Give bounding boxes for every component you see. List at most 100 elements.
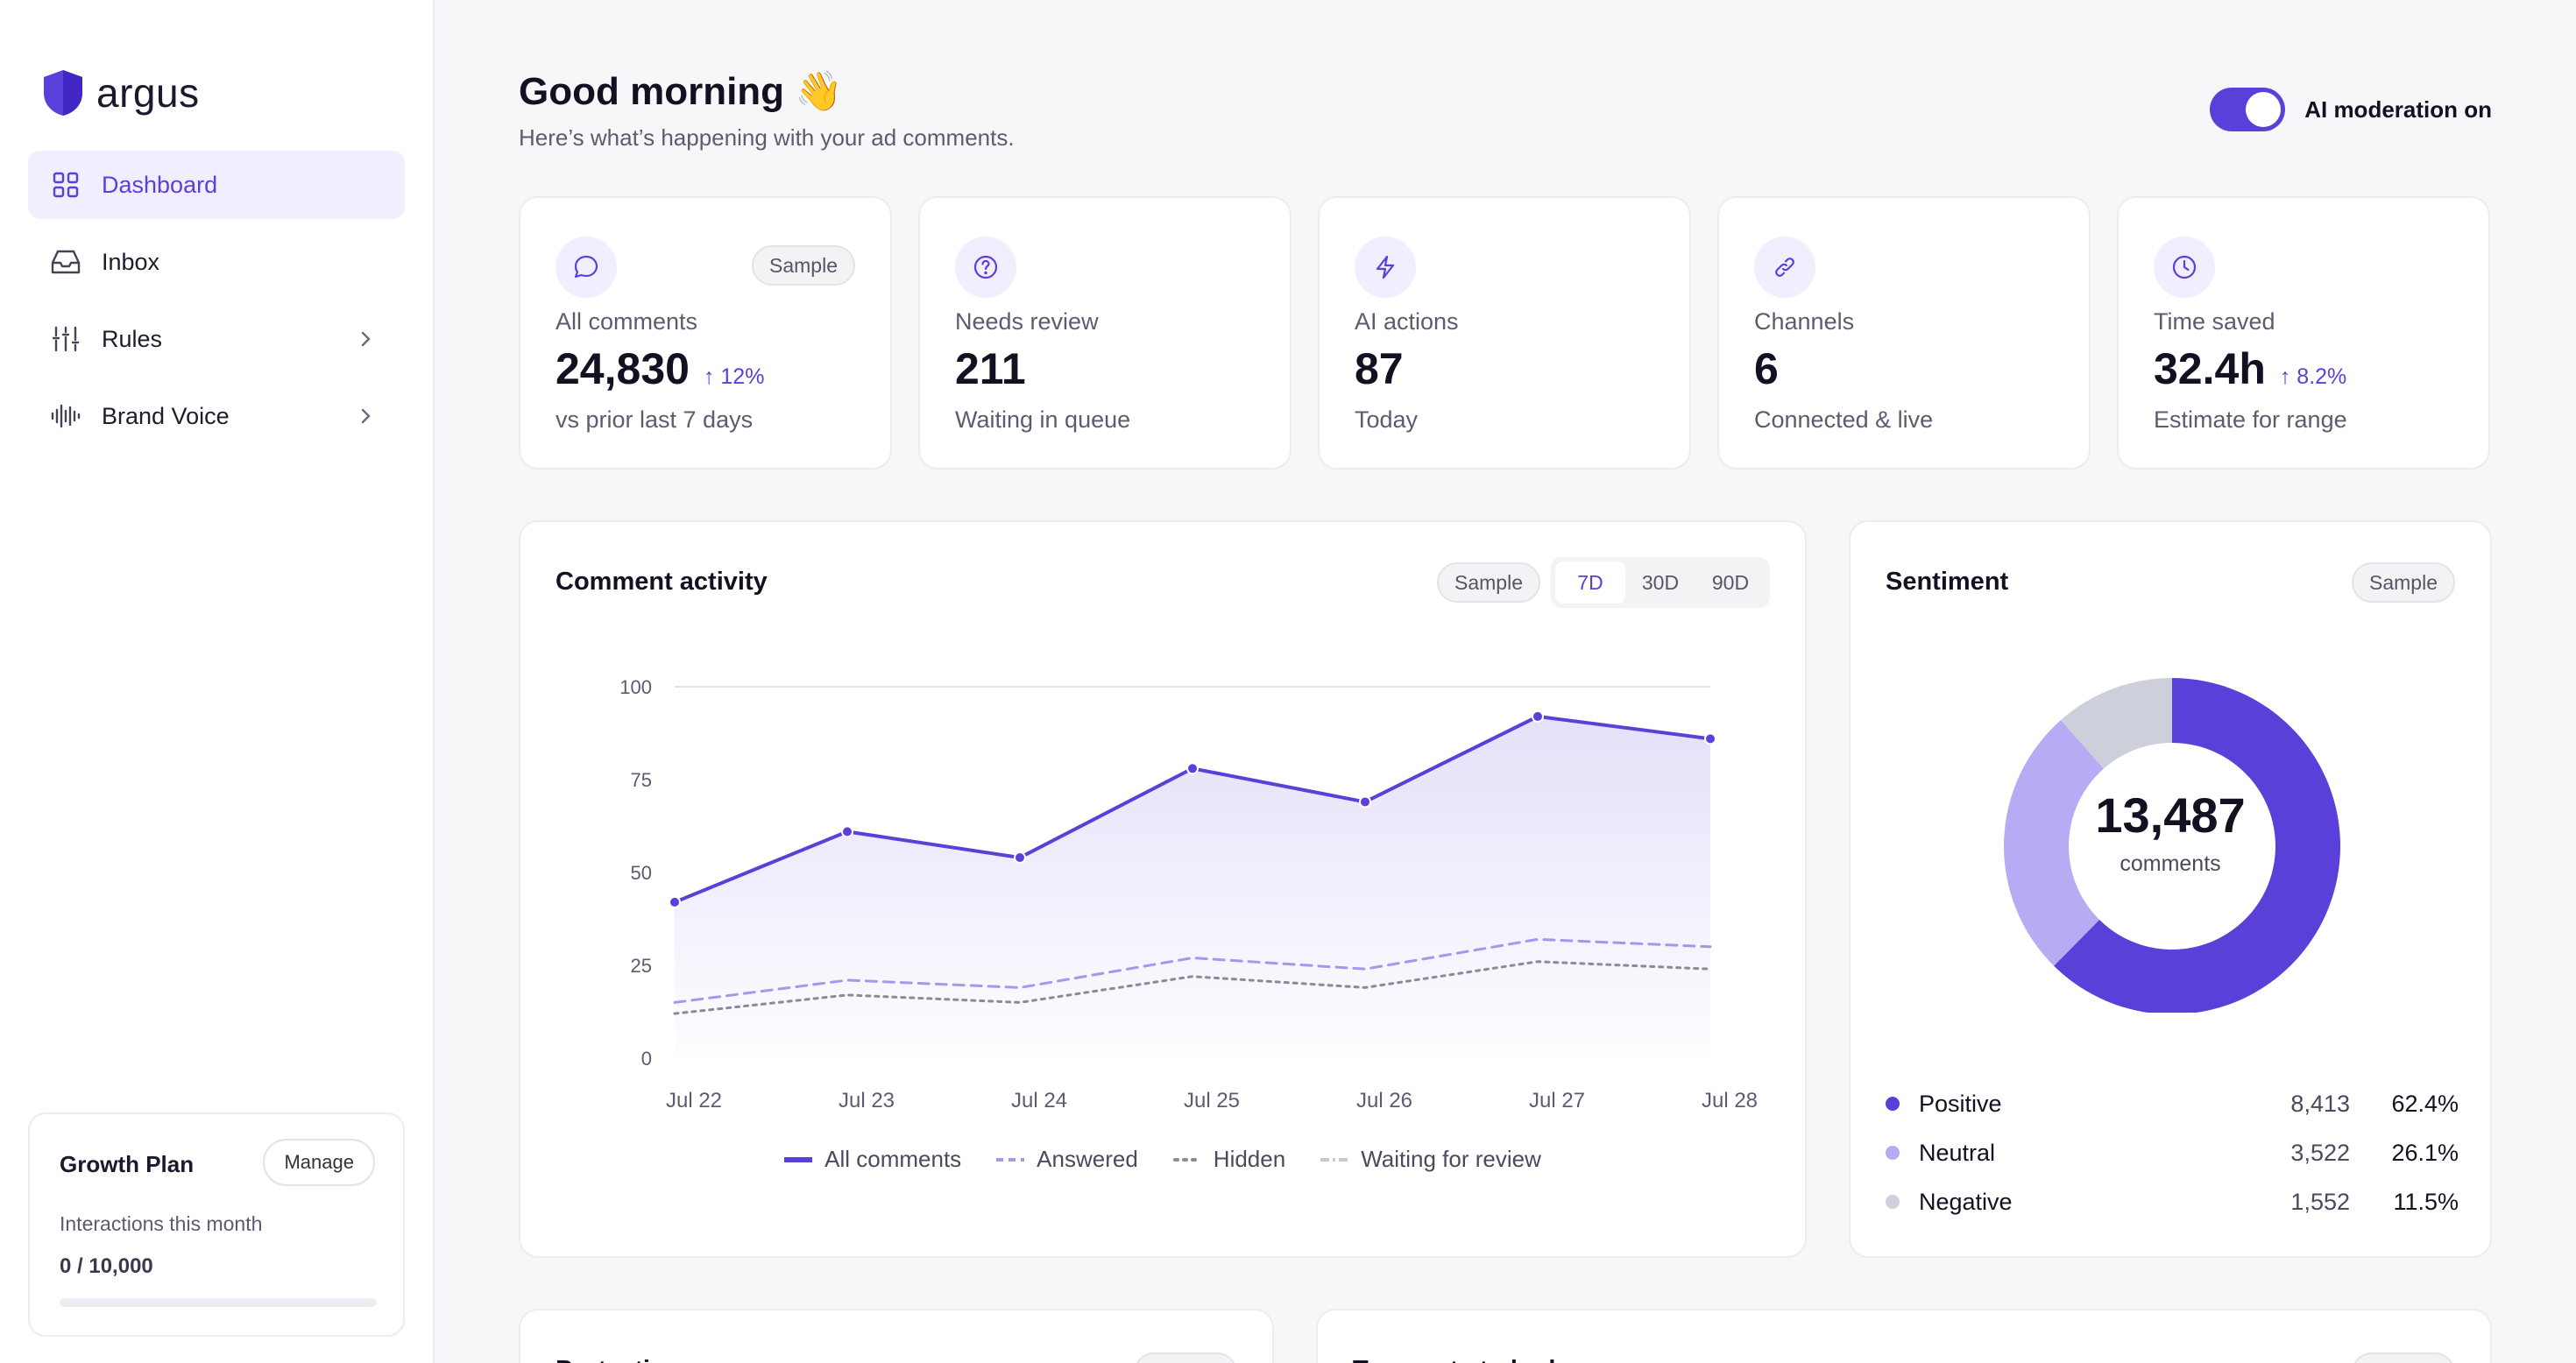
comment-activity-card: 0 25 50 75 100 Jul 22 Jul 23 Jul 24 Jul 25 Jul 26… (519, 520, 1807, 1258)
card-title: Protection (556, 1356, 681, 1363)
stat-value: 24,830 ↑ 12% (556, 343, 764, 394)
sidebar-item-label: Brand Voice (102, 402, 230, 429)
shield-logo-icon (44, 70, 82, 116)
sidebar-item-inbox[interactable]: Inbox (28, 228, 405, 296)
legend-dot (1886, 1097, 1900, 1111)
brand-name: argus (96, 70, 200, 116)
grid-icon (51, 170, 81, 200)
legend-swatch (1320, 1157, 1349, 1162)
data-point (669, 895, 681, 908)
stat-label: Needs review (955, 308, 1099, 335)
series-line-hidden (673, 960, 1712, 1015)
sidebar-item-brand-voice[interactable]: Brand Voice (28, 382, 405, 450)
data-point (1359, 795, 1371, 809)
sentiment-percent: 62.4% (2391, 1090, 2459, 1117)
stat-card-needs-review[interactable]: Needs review 211 Waiting in queue (918, 196, 1292, 470)
stat-number: 87 (1355, 344, 1404, 393)
manage-plan-button[interactable]: Manage (263, 1139, 375, 1186)
sentiment-count: 8,413 (2290, 1090, 2350, 1117)
y-tick-label: 75 (631, 769, 652, 791)
sentiment-count: 1,552 (2290, 1188, 2350, 1215)
x-tick-label: Jul 28 (1702, 1089, 1758, 1112)
data-point (1532, 710, 1544, 723)
chevron-right-icon (361, 331, 371, 347)
stat-label: AI actions (1355, 308, 1459, 335)
comment-activity-chart: 0 25 50 75 100 Jul 22 Jul 23 Jul 24 Jul 25 Jul 26… (619, 676, 1758, 1112)
stat-caption: vs prior last 7 days (556, 406, 754, 433)
sidebar-item-label: Inbox (102, 248, 160, 275)
data-point (1704, 732, 1716, 745)
donut-slice-positive (2054, 678, 2340, 1013)
range-90d-button[interactable]: 90D (1711, 570, 1750, 594)
legend-dot (1886, 1146, 1900, 1160)
page-title: Good morning 👋 (519, 70, 844, 113)
sentiment-total: 13,487 (2095, 787, 2246, 843)
x-tick-label: Jul 25 (1184, 1089, 1240, 1112)
stat-caption: Estimate for range (2154, 406, 2347, 433)
legend-item-answered[interactable]: Answered (996, 1146, 1138, 1173)
sample-badge: Sample (2352, 562, 2455, 603)
plan-usage-label: Interactions this month (60, 1212, 263, 1235)
sidebar-nav: Dashboard Inbox Rules Brand Voice (28, 151, 405, 459)
ai-moderation-control: AI moderation on (2210, 88, 2492, 131)
sidebar-item-dashboard[interactable]: Dashboard (28, 151, 405, 219)
sentiment-donut-chart (2004, 678, 2340, 1013)
stat-caption: Connected & live (1754, 406, 1934, 433)
stat-value: 32.4h ↑ 8.2% (2154, 343, 2346, 394)
sentiment-row-negative[interactable]: Negative 1,552 11.5% (1886, 1184, 2459, 1219)
lightning-icon (1355, 237, 1416, 298)
ai-moderation-toggle[interactable] (2210, 88, 2286, 131)
legend-item-hidden[interactable]: Hidden (1172, 1146, 1286, 1173)
stat-card-channels[interactable]: Channels 6 Connected & live (1717, 196, 2091, 470)
sentiment-name: Negative (1919, 1188, 2013, 1215)
y-tick-label: 50 (631, 862, 652, 884)
range-7d-button[interactable]: 7D (1555, 561, 1625, 604)
legend-label: Waiting for review (1361, 1146, 1541, 1172)
y-tick-label: 100 (619, 676, 652, 698)
sample-badge: Sample (2352, 1352, 2455, 1363)
stat-caption: Today (1355, 406, 1419, 433)
legend-swatch (784, 1156, 813, 1162)
legend-item-all-comments[interactable]: All comments (784, 1146, 961, 1173)
donut-slice-neutral (2004, 719, 2104, 966)
sentiment-row-positive[interactable]: Positive 8,413 62.4% (1886, 1086, 2459, 1121)
y-tick-label: 0 (641, 1048, 652, 1070)
card-title: Top posts to look (1353, 1356, 1563, 1363)
ai-moderation-label: AI moderation on (2304, 95, 2492, 123)
sentiment-row-neutral[interactable]: Neutral 3,522 26.1% (1886, 1135, 2459, 1170)
stat-value: 211 (955, 343, 1026, 394)
stat-card-ai-actions[interactable]: AI actions 87 Today (1318, 196, 1691, 470)
legend-item-waiting-for-review[interactable]: Waiting for review (1320, 1146, 1541, 1173)
donut-slice-negative (2061, 678, 2172, 769)
series-line-answered (673, 937, 1712, 1004)
inbox-icon (51, 247, 81, 277)
sidebar-item-label: Rules (102, 325, 163, 352)
sentiment-card: Sentiment Sample 13,487 comments Positiv… (1849, 520, 2492, 1258)
x-tick-label: Jul 26 (1356, 1089, 1412, 1112)
plan-usage-count: 0 / 10,000 (60, 1254, 153, 1278)
brand-logo[interactable]: argus (42, 68, 200, 117)
plan-title: Growth Plan (60, 1151, 195, 1177)
legend-swatch (996, 1157, 1025, 1162)
stat-number: 211 (955, 344, 1026, 393)
range-30d-button[interactable]: 30D (1641, 570, 1680, 594)
top-posts-card: Top posts to look Sample (1316, 1309, 2492, 1363)
legend-label: All comments (824, 1146, 962, 1172)
stat-number: 6 (1754, 344, 1779, 393)
page-subtitle: Here’s what’s happening with your ad com… (519, 124, 1015, 151)
stat-number: 24,830 (556, 344, 690, 393)
sidebar: argus Dashboard Inbox Rules Brand V (0, 0, 435, 1363)
chat-bubble-icon (556, 237, 617, 298)
sample-badge: Sample (1437, 562, 1540, 603)
plan-usage-bar (60, 1298, 377, 1307)
legend-label: Answered (1037, 1146, 1138, 1172)
sidebar-item-rules[interactable]: Rules (28, 305, 405, 373)
legend-label: Hidden (1213, 1146, 1286, 1172)
card-title: Sentiment (1886, 568, 2009, 596)
area-all-comments (675, 716, 1710, 1058)
sentiment-count: 3,522 (2290, 1139, 2350, 1166)
x-tick-label: Jul 22 (666, 1089, 722, 1112)
sample-badge: Sample (752, 245, 855, 286)
stat-card-all-comments[interactable]: Sample All comments 24,830 ↑ 12% vs prior… (519, 196, 892, 470)
stat-card-time-saved[interactable]: Time saved 32.4h ↑ 8.2% Estimate for rang… (2117, 196, 2490, 470)
